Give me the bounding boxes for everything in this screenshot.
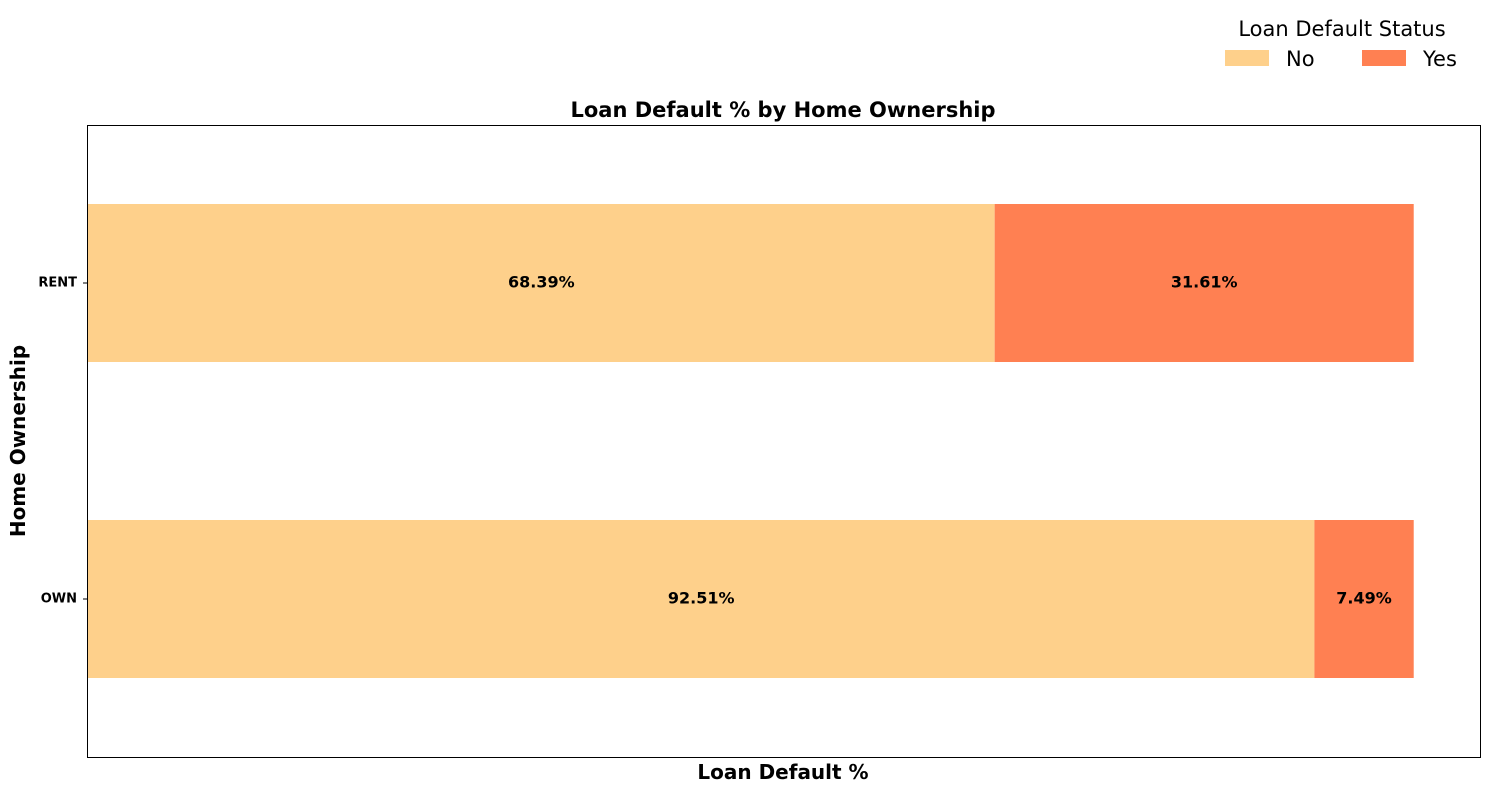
plot-area-frame <box>87 125 1481 758</box>
x-axis-label: Loan Default % <box>697 760 868 784</box>
legend-label-no: No <box>1286 47 1315 71</box>
y-tick-label-rent: RENT <box>38 276 77 291</box>
bars-group: 68.39% 31.61% 92.51% 7.49% <box>88 204 1414 678</box>
legend-title: Loan Default Status <box>1238 17 1445 41</box>
bar-own-yes <box>1314 520 1414 678</box>
y-tick-label-own: OWN <box>41 592 77 607</box>
y-axis-label: Home Ownership <box>6 345 30 537</box>
y-ticks-group: RENT OWN <box>38 276 88 607</box>
legend-swatch-no <box>1225 50 1269 66</box>
chart-title: Loan Default % by Home Ownership <box>570 98 995 122</box>
legend-swatch-yes <box>1362 50 1406 66</box>
legend: Loan Default Status No Yes <box>1225 17 1457 71</box>
data-label-own-yes: 7.49% <box>1336 589 1392 608</box>
data-label-rent-no: 68.39% <box>508 273 575 292</box>
legend-label-yes: Yes <box>1422 47 1457 71</box>
bar-own-no <box>88 520 1315 678</box>
bar-rent-yes <box>994 204 1414 362</box>
bar-rent-no <box>88 204 995 362</box>
data-label-own-no: 92.51% <box>668 589 735 608</box>
data-label-rent-yes: 31.61% <box>1171 273 1238 292</box>
